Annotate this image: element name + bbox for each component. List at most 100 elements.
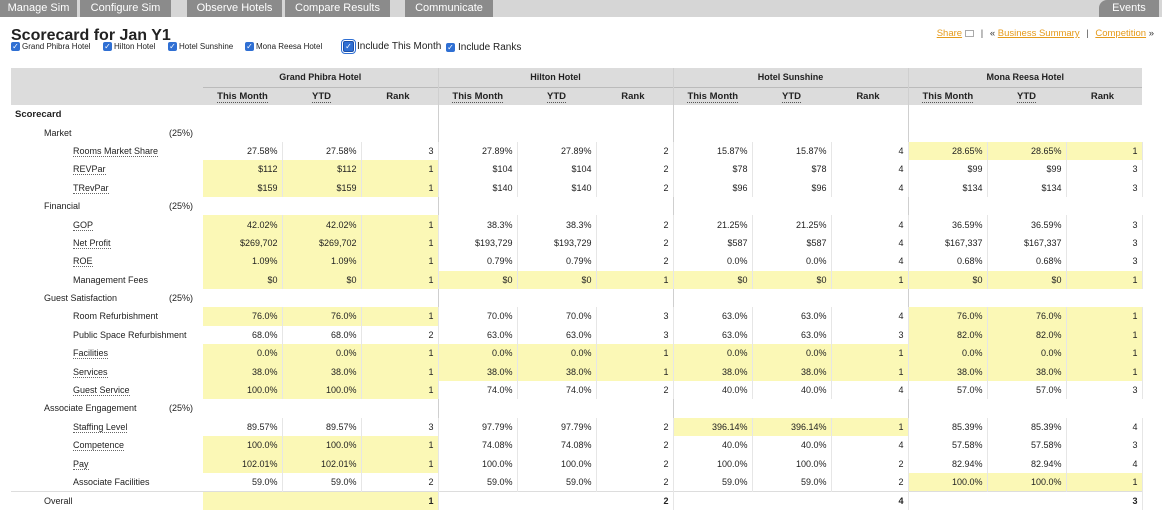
checkbox-checked-icon[interactable]: ✓ xyxy=(168,42,177,51)
value-cell: 40.0% xyxy=(672,436,753,455)
value-cell: $0 xyxy=(282,270,362,289)
rank-cell: 1 xyxy=(361,454,439,473)
share-link[interactable]: Share xyxy=(936,28,963,39)
checkbox-checked-icon[interactable]: ✓ xyxy=(341,39,356,54)
tab-configure-sim[interactable]: Configure Sim xyxy=(80,0,171,17)
business-summary-link[interactable]: Business Summary xyxy=(997,28,1080,39)
metric-label[interactable]: REVPar xyxy=(73,164,106,176)
empty-cell xyxy=(437,399,517,418)
empty-cell xyxy=(282,288,361,308)
header-links: Share | « Business Summary | Competition… xyxy=(937,28,1154,39)
share-icon[interactable] xyxy=(965,30,975,37)
column-header[interactable]: This Month xyxy=(907,86,988,105)
column-header[interactable]: Rank xyxy=(831,86,909,105)
value-cell: $78 xyxy=(752,160,832,179)
tab-communicate[interactable]: Communicate xyxy=(405,0,493,17)
empty-cell xyxy=(752,490,832,510)
rank-cell: 1 xyxy=(361,215,439,234)
empty-cell xyxy=(203,399,282,418)
metric-label[interactable]: TRevPar xyxy=(73,182,109,194)
link-separator: | xyxy=(980,28,984,39)
rank-cell: 3 xyxy=(1066,380,1143,400)
empty-cell xyxy=(1066,105,1142,123)
metric-label[interactable]: GOP xyxy=(73,219,94,231)
empty-cell xyxy=(282,490,361,510)
value-cell: $112 xyxy=(203,160,283,179)
column-header[interactable]: Rank xyxy=(1066,86,1143,105)
value-cell: 100.0% xyxy=(987,472,1067,492)
rank-cell: 3 xyxy=(831,325,909,345)
checkbox-checked-icon[interactable]: ✓ xyxy=(446,43,455,52)
empty-cell xyxy=(596,399,674,418)
checkbox-checked-icon[interactable]: ✓ xyxy=(103,42,112,51)
column-header[interactable]: This Month xyxy=(437,86,517,105)
metric-label[interactable]: Competence xyxy=(73,440,125,452)
metric-label[interactable]: Pay xyxy=(73,458,89,470)
back-arrow-icon: « xyxy=(989,28,996,39)
column-header[interactable]: Rank xyxy=(596,86,674,105)
events-button[interactable]: Events xyxy=(1099,0,1159,17)
checkbox-checked-icon[interactable]: ✓ xyxy=(245,42,254,51)
empty-cell xyxy=(1066,399,1143,418)
filter-hilton[interactable]: ✓ Hilton Hotel xyxy=(103,42,155,51)
metric-label[interactable]: Facilities xyxy=(73,348,109,360)
competition-link[interactable]: Competition xyxy=(1095,28,1147,39)
tab-observe-hotels[interactable]: Observe Hotels xyxy=(187,0,282,17)
empty-cell xyxy=(831,105,908,123)
include-this-month-toggle[interactable]: ✓ Include This Month xyxy=(341,39,441,54)
value-cell: 38.0% xyxy=(907,362,988,381)
category-name: Market xyxy=(44,127,72,138)
empty-cell xyxy=(596,105,673,123)
column-header[interactable]: YTD xyxy=(282,86,361,105)
category-name: Financial xyxy=(44,201,81,212)
top-navigation: Manage Sim Configure Sim Observe Hotels … xyxy=(0,0,1162,17)
value-cell: 59.0% xyxy=(672,472,753,492)
metric-label[interactable]: Staffing Level xyxy=(73,421,128,433)
metric-label[interactable]: ROE xyxy=(73,256,93,268)
metric-label[interactable]: Services xyxy=(73,366,108,378)
empty-cell xyxy=(831,399,909,418)
value-cell: 100.0% xyxy=(752,454,832,473)
rank-cell: 1 xyxy=(596,344,674,363)
tab-compare-results[interactable]: Compare Results xyxy=(285,0,390,17)
rank-cell: 1 xyxy=(831,344,909,363)
tab-manage-sim[interactable]: Manage Sim xyxy=(0,0,77,17)
empty-cell xyxy=(437,196,517,216)
column-header[interactable]: YTD xyxy=(987,86,1067,105)
filter-grand-phibra[interactable]: ✓ Grand Phibra Hotel xyxy=(11,42,90,51)
value-cell: 0.79% xyxy=(517,252,597,271)
rank-cell: 1 xyxy=(831,417,909,437)
metric-label-cell: Services xyxy=(11,362,203,380)
column-header[interactable]: YTD xyxy=(517,86,596,105)
metric-label[interactable]: Guest Service xyxy=(73,385,130,397)
rank-cell: 1 xyxy=(361,233,439,253)
metric-label-cell: Guest Service xyxy=(11,381,203,399)
value-cell: 396.14% xyxy=(752,417,832,437)
value-cell: 27.58% xyxy=(282,141,362,161)
filter-mona-reesa[interactable]: ✓ Mona Reesa Hotel xyxy=(245,42,322,51)
metric-label-cell: Room Refurbishment xyxy=(11,307,203,325)
metric-label[interactable]: Rooms Market Share xyxy=(73,145,159,157)
value-cell: 0.68% xyxy=(987,252,1067,271)
metric-label-cell: Competence xyxy=(11,436,203,454)
value-cell: 59.0% xyxy=(752,472,832,492)
filter-hotel-sunshine[interactable]: ✓ Hotel Sunshine xyxy=(168,42,233,51)
metric-label[interactable]: Net Profit xyxy=(73,237,111,249)
column-header[interactable]: YTD xyxy=(752,86,832,105)
overall-rank-cell: 1 xyxy=(361,490,439,510)
category-row: Guest Satisfaction (25%) xyxy=(11,288,1143,308)
column-header[interactable]: This Month xyxy=(672,86,753,105)
column-header-label: YTD xyxy=(782,90,802,103)
empty-cell xyxy=(672,196,753,216)
column-header[interactable]: Rank xyxy=(361,86,438,105)
checkbox-checked-icon[interactable]: ✓ xyxy=(11,42,20,51)
rank-cell: 1 xyxy=(1066,141,1143,161)
column-header-label: Rank xyxy=(621,90,645,102)
value-cell: $0 xyxy=(437,270,518,289)
empty-cell xyxy=(907,288,988,308)
include-ranks-toggle[interactable]: ✓ Include Ranks xyxy=(446,42,521,53)
metric-row: GOP 42.02% 42.02% 1 38.3% 38.3% 2 21.25% 21.25% 4… xyxy=(11,215,1143,234)
value-cell: $193,729 xyxy=(437,233,518,253)
column-header[interactable]: This Month xyxy=(203,86,282,105)
value-cell: 100.0% xyxy=(672,454,753,473)
